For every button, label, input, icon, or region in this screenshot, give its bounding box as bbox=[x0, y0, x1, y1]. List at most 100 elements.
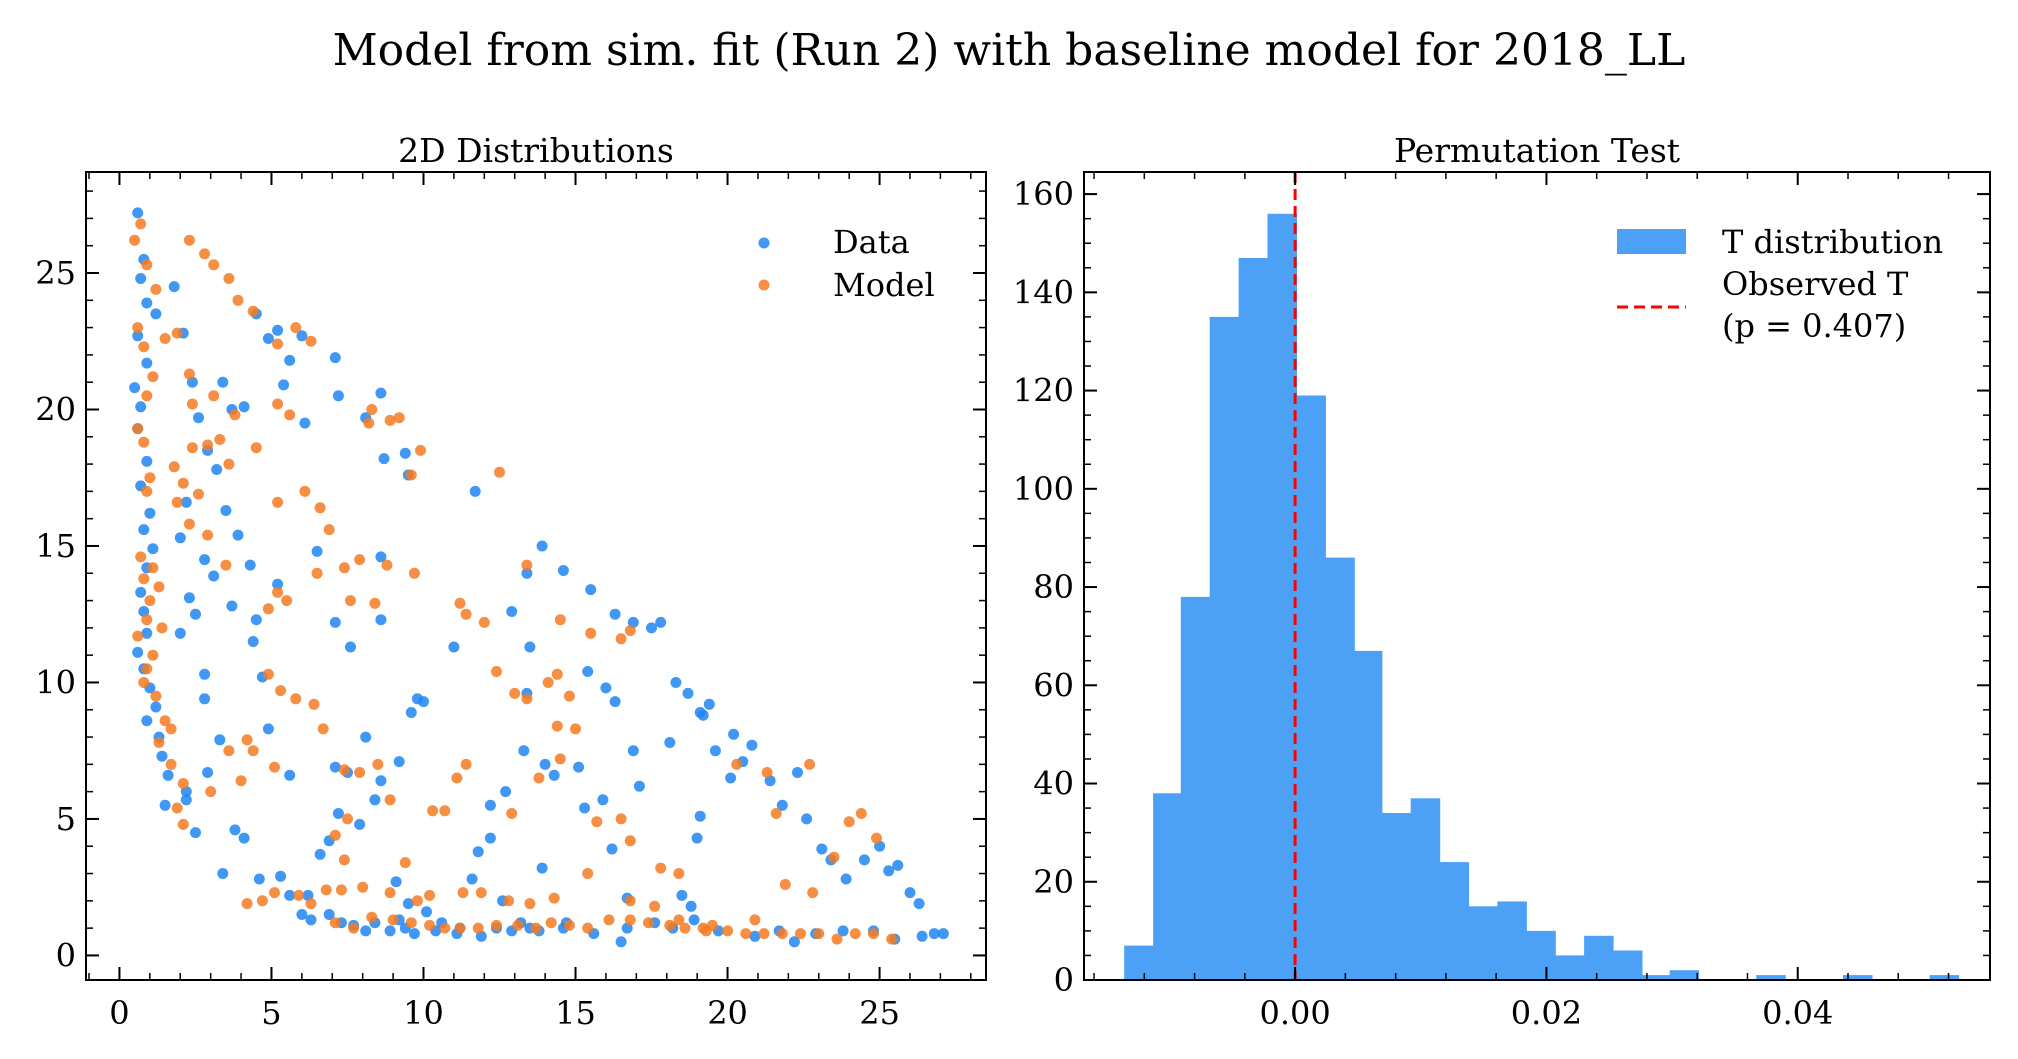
model-point bbox=[171, 802, 183, 814]
model-point bbox=[159, 715, 171, 727]
data-point bbox=[521, 567, 533, 579]
model-point bbox=[655, 862, 667, 874]
data-point bbox=[141, 455, 153, 467]
model-point bbox=[132, 423, 144, 435]
model-point bbox=[223, 745, 235, 757]
model-point bbox=[451, 772, 463, 784]
data-point bbox=[369, 794, 381, 806]
x-tick-label: 0.02 bbox=[1511, 994, 1582, 1032]
data-point bbox=[174, 532, 186, 544]
data-point bbox=[418, 696, 429, 708]
model-point bbox=[384, 887, 396, 899]
model-point bbox=[472, 922, 484, 934]
histogram-bar bbox=[1497, 901, 1527, 980]
histogram-bar bbox=[1929, 975, 1960, 980]
model-point bbox=[776, 928, 788, 940]
data-point bbox=[138, 524, 150, 536]
model-point bbox=[290, 322, 302, 334]
data-point bbox=[284, 354, 296, 366]
data-point bbox=[132, 207, 144, 219]
model-point bbox=[141, 259, 153, 271]
data-point bbox=[627, 745, 639, 757]
data-point bbox=[250, 614, 262, 626]
data-point bbox=[408, 928, 420, 940]
model-point bbox=[582, 868, 594, 879]
model-point bbox=[335, 884, 347, 896]
data-point bbox=[284, 889, 296, 901]
model-point bbox=[530, 922, 542, 934]
model-point bbox=[208, 390, 220, 402]
model-point bbox=[424, 919, 436, 931]
model-point bbox=[624, 895, 636, 907]
model-point bbox=[205, 786, 217, 798]
model-point bbox=[272, 338, 284, 350]
model-point bbox=[563, 690, 575, 702]
data-point bbox=[536, 862, 548, 874]
data-point bbox=[600, 682, 612, 694]
model-point bbox=[147, 649, 159, 661]
histogram-bar bbox=[1325, 557, 1355, 980]
model-point bbox=[405, 917, 417, 929]
model-point bbox=[849, 928, 861, 940]
model-point bbox=[256, 895, 268, 907]
model-point bbox=[533, 772, 545, 784]
model-point bbox=[144, 472, 156, 484]
model-point bbox=[545, 917, 557, 929]
data-point bbox=[253, 873, 265, 885]
model-point bbox=[591, 816, 603, 828]
model-point bbox=[460, 758, 472, 770]
x-tick-label: 20 bbox=[707, 994, 748, 1032]
model-point bbox=[214, 434, 226, 445]
model-point bbox=[366, 404, 378, 415]
model-point bbox=[795, 928, 806, 940]
data-point bbox=[183, 592, 195, 604]
data-point bbox=[609, 696, 621, 708]
data-point bbox=[883, 865, 895, 877]
data-point bbox=[709, 745, 721, 757]
model-point bbox=[132, 322, 144, 334]
data-point bbox=[573, 761, 585, 773]
model-point bbox=[317, 723, 329, 735]
model-point bbox=[679, 922, 691, 934]
histogram-bar bbox=[1267, 213, 1297, 981]
y-tick-label: 40 bbox=[1033, 765, 1074, 803]
model-point bbox=[138, 573, 150, 585]
data-point bbox=[703, 698, 715, 710]
x-tick-label: 15 bbox=[555, 994, 596, 1032]
data-point bbox=[609, 608, 621, 620]
model-point bbox=[129, 234, 141, 246]
model-point bbox=[384, 794, 396, 806]
data-point bbox=[211, 464, 223, 475]
model-point bbox=[348, 922, 360, 934]
model-point bbox=[807, 887, 819, 899]
data-point bbox=[147, 543, 159, 555]
histogram-bar bbox=[1613, 950, 1643, 980]
data-point bbox=[506, 606, 518, 617]
data-point bbox=[150, 308, 162, 320]
model-point bbox=[223, 273, 235, 284]
data-point bbox=[399, 447, 411, 459]
data-point bbox=[858, 854, 870, 866]
y-tick-label: 80 bbox=[1033, 568, 1074, 606]
model-point bbox=[299, 485, 311, 497]
legend-marker-model bbox=[758, 279, 770, 291]
legend-label-p-value: (p = 0.407) bbox=[1722, 307, 1906, 345]
model-point bbox=[171, 327, 183, 339]
data-point bbox=[332, 390, 344, 402]
model-point bbox=[643, 917, 654, 929]
data-point bbox=[402, 898, 414, 910]
model-point bbox=[460, 608, 472, 620]
histogram-plot-frame bbox=[1083, 171, 1991, 981]
data-point bbox=[518, 745, 530, 757]
data-point bbox=[244, 559, 256, 571]
data-point bbox=[329, 616, 341, 628]
model-point bbox=[649, 900, 661, 912]
histogram-bars bbox=[1124, 213, 1960, 981]
model-point bbox=[345, 595, 356, 607]
data-point bbox=[360, 925, 372, 937]
data-point bbox=[685, 900, 697, 912]
data-point bbox=[606, 843, 618, 855]
data-point bbox=[378, 453, 390, 465]
data-point bbox=[472, 846, 484, 858]
model-point bbox=[272, 398, 284, 410]
